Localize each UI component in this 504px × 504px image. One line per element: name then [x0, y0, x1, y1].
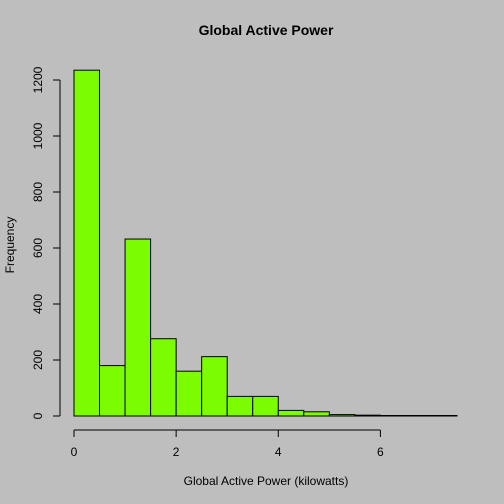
- x-tick-label: 0: [71, 445, 78, 459]
- histogram-bar: [99, 365, 126, 417]
- x-axis-label: Global Active Power (kilowatts): [184, 474, 349, 488]
- histogram-bar: [303, 411, 330, 417]
- y-tick-label: 800: [31, 182, 45, 202]
- histogram-bar: [226, 395, 254, 417]
- x-axis: 0 2 4 6: [71, 429, 384, 459]
- histogram-bar: [379, 415, 407, 417]
- histogram-bar: [124, 238, 152, 417]
- x-tick-label: 2: [173, 445, 180, 459]
- histogram-bar: [328, 414, 356, 417]
- histogram-bar: [150, 338, 177, 417]
- histogram-bar: [175, 370, 203, 417]
- chart-title: Global Active Power: [199, 22, 334, 38]
- y-tick-label: 1000: [31, 122, 45, 149]
- y-axis: 0 200 400 600 800 1000 1200: [31, 66, 61, 419]
- y-tick-label: 400: [31, 294, 45, 314]
- histogram-bar: [201, 356, 228, 417]
- bars-layer: [73, 69, 458, 417]
- histogram-bar: [252, 395, 279, 417]
- histogram-bar: [73, 69, 101, 417]
- y-axis-label: Frequency: [3, 217, 17, 274]
- x-tick-label: 6: [377, 445, 384, 459]
- y-tick-label: 1200: [31, 66, 45, 93]
- histogram-bar: [354, 414, 381, 417]
- histogram-bar: [430, 415, 458, 417]
- histogram-bar: [277, 409, 305, 417]
- y-tick-label: 200: [31, 350, 45, 370]
- y-tick-label: 600: [31, 238, 45, 258]
- x-tick-label: 4: [275, 445, 282, 459]
- histogram-bar: [405, 415, 432, 417]
- y-tick-label: 0: [31, 412, 45, 419]
